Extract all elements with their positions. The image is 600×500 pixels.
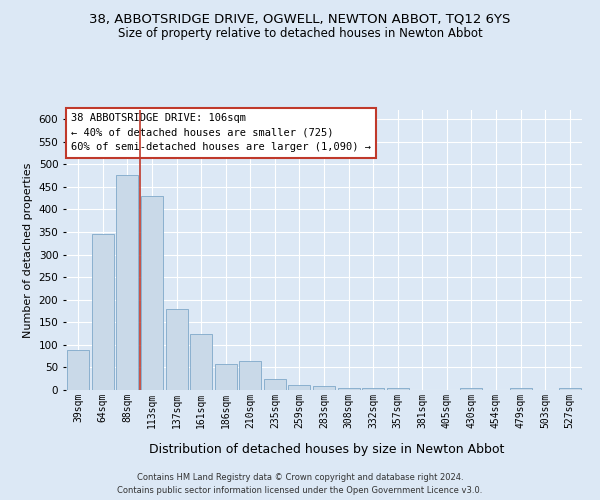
Text: Size of property relative to detached houses in Newton Abbot: Size of property relative to detached ho… (118, 28, 482, 40)
Bar (338, 388, 359, 390)
Text: 38 ABBOTSRIDGE DRIVE: 106sqm
← 40% of detached houses are smaller (725)
60% of s: 38 ABBOTSRIDGE DRIVE: 106sqm ← 40% of de… (71, 113, 371, 152)
Bar (386, 388, 409, 390)
Bar (362, 388, 384, 390)
Bar (141, 196, 163, 390)
Bar (67, 350, 89, 390)
Y-axis label: Number of detached properties: Number of detached properties (23, 162, 33, 338)
Text: Contains HM Land Registry data © Crown copyright and database right 2024.
Contai: Contains HM Land Registry data © Crown c… (118, 474, 482, 495)
Bar (264, 378, 286, 390)
Bar (92, 234, 114, 390)
Bar (313, 386, 335, 390)
Bar (166, 308, 188, 390)
Bar (460, 388, 482, 390)
Bar (559, 388, 581, 390)
Bar (509, 388, 532, 390)
Text: Distribution of detached houses by size in Newton Abbot: Distribution of detached houses by size … (149, 442, 505, 456)
Bar (116, 174, 139, 390)
Bar (190, 334, 212, 390)
Bar (239, 360, 262, 390)
Bar (289, 384, 310, 390)
Text: 38, ABBOTSRIDGE DRIVE, OGWELL, NEWTON ABBOT, TQ12 6YS: 38, ABBOTSRIDGE DRIVE, OGWELL, NEWTON AB… (89, 12, 511, 26)
Bar (215, 364, 237, 390)
